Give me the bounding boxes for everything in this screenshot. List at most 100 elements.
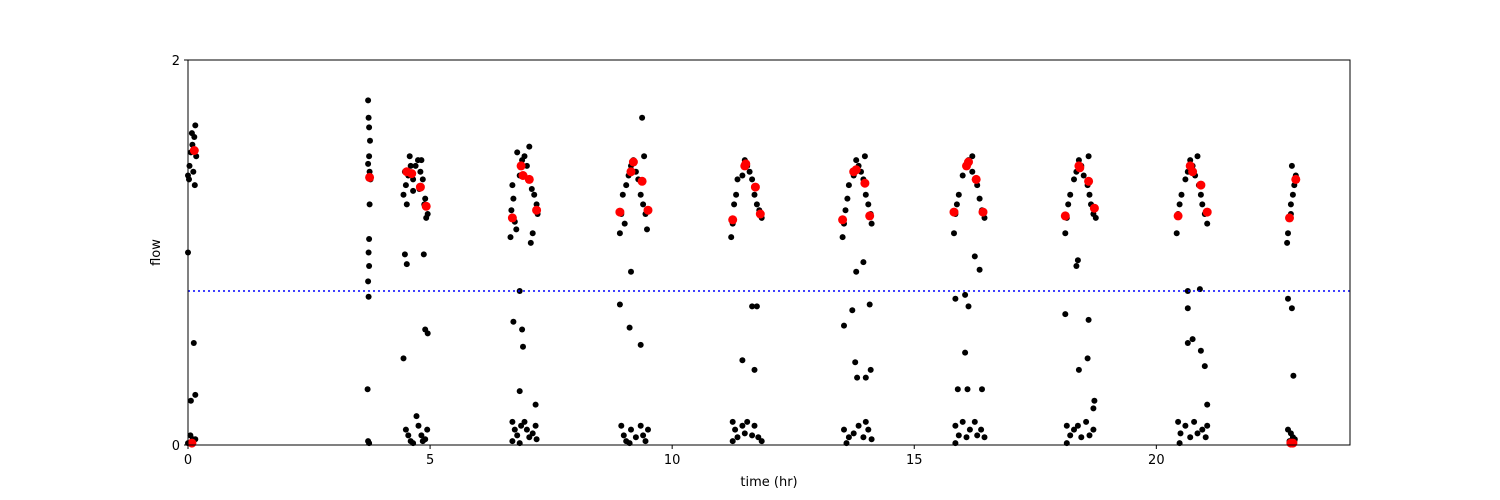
data-point-121 bbox=[644, 226, 650, 233]
data-point-47 bbox=[400, 355, 407, 362]
data-point-152 bbox=[739, 357, 746, 364]
data-point-12 bbox=[190, 340, 197, 346]
data-point-32 bbox=[365, 293, 372, 300]
data-point-233 bbox=[1062, 230, 1069, 237]
data-point-4 bbox=[190, 168, 197, 175]
data-point-37 bbox=[402, 182, 409, 189]
data-point-250 bbox=[1085, 316, 1092, 323]
data-point-110 bbox=[621, 220, 628, 227]
data-point-182 bbox=[853, 268, 860, 275]
highlight-point-35 bbox=[1089, 203, 1099, 213]
data-point-122 bbox=[641, 153, 648, 160]
data-point-98 bbox=[514, 432, 521, 439]
data-point-185 bbox=[866, 301, 873, 308]
data-point-215 bbox=[962, 291, 969, 298]
data-point-286 bbox=[1201, 363, 1208, 370]
data-point-222 bbox=[979, 386, 985, 393]
data-point-308 bbox=[1288, 305, 1295, 312]
data-point-174 bbox=[853, 157, 860, 164]
data-point-241 bbox=[1080, 172, 1087, 179]
highlight-point-10 bbox=[532, 205, 542, 215]
highlight-point-9 bbox=[524, 174, 534, 184]
data-point-94 bbox=[516, 388, 523, 395]
data-point-163 bbox=[751, 422, 758, 429]
data-point-170 bbox=[839, 234, 846, 241]
highlight-point-3 bbox=[407, 169, 417, 179]
data-point-109 bbox=[619, 191, 626, 198]
data-point-301 bbox=[1289, 191, 1296, 198]
data-point-259 bbox=[1074, 422, 1081, 429]
data-point-80 bbox=[523, 162, 530, 169]
data-point-27 bbox=[366, 201, 373, 208]
data-point-168 bbox=[842, 207, 849, 214]
data-point-104 bbox=[532, 422, 539, 429]
data-point-9 bbox=[188, 130, 195, 137]
data-point-178 bbox=[865, 201, 872, 208]
data-point-54 bbox=[417, 168, 424, 175]
highlight-point-20 bbox=[755, 209, 765, 219]
data-point-134 bbox=[640, 432, 647, 439]
data-point-291 bbox=[1187, 434, 1194, 441]
data-point-258 bbox=[1071, 426, 1077, 433]
highlight-point-45 bbox=[187, 438, 197, 448]
data-point-309 bbox=[1290, 372, 1297, 379]
data-point-142 bbox=[734, 176, 741, 183]
axis-ticks-layer: 0 5 10 15 20 0 2 bbox=[172, 54, 1165, 468]
data-point-141 bbox=[728, 234, 735, 241]
data-point-166 bbox=[729, 438, 736, 445]
data-point-23 bbox=[366, 153, 373, 160]
data-point-146 bbox=[746, 168, 753, 175]
data-point-101 bbox=[523, 426, 530, 433]
data-point-231 bbox=[981, 434, 988, 441]
data-point-19 bbox=[365, 97, 372, 104]
data-point-100 bbox=[521, 418, 528, 425]
x-tick-label-20: 20 bbox=[1148, 453, 1165, 468]
data-point-74 bbox=[509, 182, 516, 189]
highlight-point-26 bbox=[949, 207, 959, 217]
highlight-point-36 bbox=[1173, 211, 1183, 221]
data-point-237 bbox=[1071, 176, 1077, 183]
data-point-276 bbox=[1199, 201, 1206, 208]
data-point-88 bbox=[526, 143, 533, 150]
data-point-243 bbox=[1086, 191, 1093, 198]
data-point-236 bbox=[1067, 191, 1074, 198]
data-point-296 bbox=[1204, 422, 1211, 429]
data-point-294 bbox=[1199, 426, 1206, 433]
data-point-271 bbox=[1187, 157, 1194, 164]
data-point-295 bbox=[1202, 434, 1209, 441]
data-point-149 bbox=[753, 201, 760, 208]
data-point-42 bbox=[406, 153, 413, 160]
highlight-point-25 bbox=[865, 211, 875, 221]
data-point-154 bbox=[753, 303, 760, 310]
data-point-30 bbox=[366, 263, 373, 269]
data-point-279 bbox=[1194, 153, 1201, 160]
data-point-288 bbox=[1175, 418, 1182, 425]
data-point-118 bbox=[637, 191, 644, 198]
highlight-point-7 bbox=[516, 161, 526, 171]
highlight-point-4 bbox=[415, 182, 425, 192]
data-point-221 bbox=[964, 386, 971, 393]
data-point-75 bbox=[513, 226, 520, 233]
data-point-112 bbox=[623, 182, 630, 189]
data-point-36 bbox=[400, 191, 407, 198]
highlight-point-13 bbox=[628, 157, 638, 167]
data-point-66 bbox=[415, 422, 422, 429]
data-point-193 bbox=[850, 430, 857, 437]
data-point-21 bbox=[366, 124, 373, 131]
data-point-219 bbox=[962, 349, 969, 356]
data-point-263 bbox=[1090, 426, 1097, 433]
data-point-86 bbox=[527, 239, 534, 246]
data-point-200 bbox=[951, 230, 957, 237]
data-point-136 bbox=[645, 426, 651, 433]
data-point-290 bbox=[1182, 422, 1189, 429]
data-point-249 bbox=[1074, 257, 1081, 264]
data-point-48 bbox=[402, 426, 409, 433]
data-point-293 bbox=[1194, 430, 1201, 437]
data-point-235 bbox=[1065, 201, 1072, 208]
data-point-8 bbox=[186, 176, 192, 183]
highlight-point-5 bbox=[421, 201, 431, 211]
data-point-106 bbox=[509, 438, 516, 445]
data-point-282 bbox=[1184, 305, 1191, 312]
